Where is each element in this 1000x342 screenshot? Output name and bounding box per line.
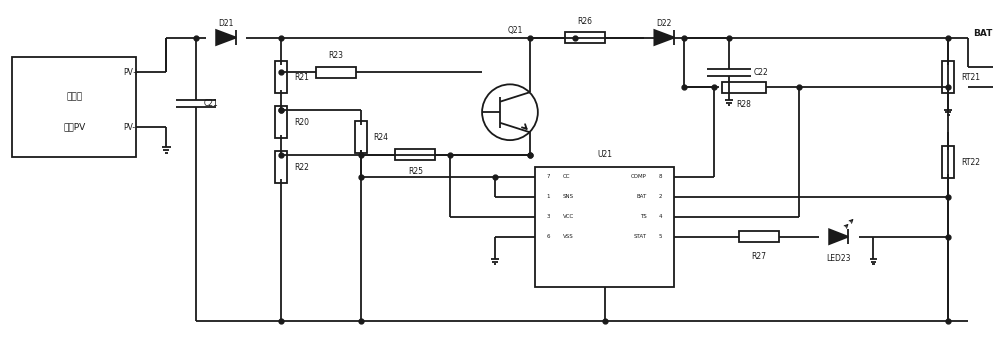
Text: 6: 6 xyxy=(547,234,550,239)
Text: Q21: Q21 xyxy=(507,26,523,35)
Text: R22: R22 xyxy=(294,162,309,172)
Bar xyxy=(355,121,367,153)
Text: R27: R27 xyxy=(751,252,766,261)
Text: D21: D21 xyxy=(218,18,234,28)
Bar xyxy=(316,67,356,78)
Text: D22: D22 xyxy=(657,18,672,28)
Text: TS: TS xyxy=(640,214,646,219)
Text: PV+: PV+ xyxy=(124,68,140,77)
Bar xyxy=(535,167,674,287)
Bar xyxy=(12,57,136,157)
Text: RT21: RT21 xyxy=(961,73,980,82)
Text: BAT: BAT xyxy=(973,29,992,38)
Bar xyxy=(942,62,954,93)
Bar xyxy=(565,32,605,43)
Text: R21: R21 xyxy=(294,73,309,82)
Polygon shape xyxy=(654,30,674,45)
Text: R23: R23 xyxy=(328,51,343,61)
Text: R28: R28 xyxy=(737,100,751,109)
Text: SNS: SNS xyxy=(563,194,574,199)
Bar xyxy=(275,62,287,93)
Text: VCC: VCC xyxy=(563,214,574,219)
Text: 7: 7 xyxy=(547,174,550,180)
Text: R24: R24 xyxy=(374,133,389,142)
Text: BAT: BAT xyxy=(636,194,646,199)
Polygon shape xyxy=(216,30,236,45)
Bar xyxy=(275,106,287,138)
Text: 电池PV: 电池PV xyxy=(63,123,85,132)
Text: 8: 8 xyxy=(659,174,662,180)
Text: VSS: VSS xyxy=(563,234,573,239)
Text: 5: 5 xyxy=(659,234,662,239)
Text: R25: R25 xyxy=(408,167,423,176)
Text: 太阳能: 太阳能 xyxy=(66,93,82,102)
Text: PV-: PV- xyxy=(124,123,136,132)
Text: 3: 3 xyxy=(547,214,550,219)
Text: R20: R20 xyxy=(294,118,309,127)
Bar xyxy=(739,231,779,242)
Text: 4: 4 xyxy=(659,214,662,219)
Text: 2: 2 xyxy=(659,194,662,199)
Bar xyxy=(275,151,287,183)
Bar xyxy=(942,146,954,178)
Text: C21: C21 xyxy=(203,99,218,108)
Text: COMP: COMP xyxy=(631,174,646,180)
Text: RT22: RT22 xyxy=(961,158,980,167)
Text: 1: 1 xyxy=(547,194,550,199)
Text: LED23: LED23 xyxy=(826,254,851,263)
Text: C22: C22 xyxy=(754,68,769,77)
Text: CC: CC xyxy=(563,174,570,180)
Bar xyxy=(722,82,766,93)
Text: R26: R26 xyxy=(577,17,592,26)
Text: U21: U21 xyxy=(597,150,612,159)
Text: STAT: STAT xyxy=(633,234,646,239)
Bar xyxy=(395,149,435,160)
Polygon shape xyxy=(829,229,848,244)
